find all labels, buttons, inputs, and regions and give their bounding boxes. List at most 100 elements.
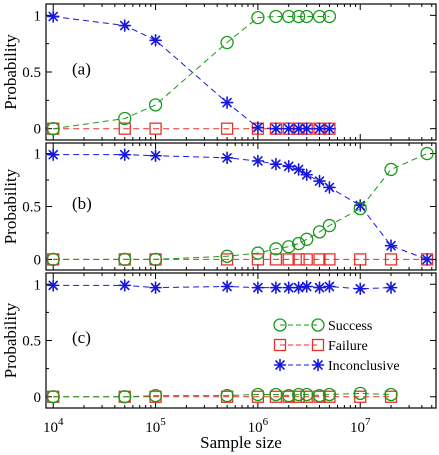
data-point [323,181,336,194]
series-success [46,9,337,136]
x-axis-title: Sample size [200,433,282,452]
data-point [269,122,283,135]
panel-a: 0 0.5 1 Probability (a) [1,3,437,141]
panel-tag: (c) [72,328,91,347]
data-point [118,252,132,267]
star-stroke [271,159,281,169]
data-point [269,242,283,256]
star-stroke [253,122,263,133]
y-tick-label: 1 [34,147,42,163]
data-point [300,9,314,24]
data-point [282,159,296,173]
data-point [118,390,132,404]
data-point [322,218,337,233]
star-stroke [283,161,294,172]
data-point [220,151,234,165]
data-point [353,201,367,216]
star-stroke [293,123,304,134]
data-point [251,154,265,168]
data-point [384,387,398,402]
data-point [251,253,265,266]
star-stroke [275,360,285,370]
series-line [53,392,392,398]
star-stroke [253,156,263,166]
star-stroke [150,150,161,161]
star-stroke [301,123,312,134]
legend-marker [273,358,287,372]
data-point [251,387,265,402]
y-tick-label: 0 [34,252,42,268]
y-tick-label: 0 [34,122,42,138]
data-point [149,281,162,294]
star-stroke [313,360,323,370]
data-point [384,162,398,177]
star-stroke [386,282,396,293]
star-stroke [293,282,304,293]
x-tick-label: 104 [43,416,64,436]
star-stroke [355,283,366,294]
data-point [46,279,60,292]
series-line [53,16,330,130]
data-point [384,281,398,294]
legend-label: Inconclusive [328,359,400,374]
star-stroke [301,169,312,180]
star-stroke [324,123,335,134]
x-tick-label: 105 [145,416,166,436]
data-point [251,10,265,25]
data-point [149,122,162,135]
series-line [53,16,330,130]
panel-b: 0 0.5 1 Probability (b) [1,142,437,271]
star-stroke [222,97,232,108]
y-tick-label: 1 [34,8,42,24]
data-point [269,253,283,266]
data-point [420,146,434,161]
y-axis-title: Probability [1,168,20,244]
star-stroke [119,149,130,160]
series-line [53,153,428,260]
data-point [251,246,265,260]
panel-c: 0 0.5 1 Probability (c) [1,272,437,409]
data-point [300,253,313,266]
y-tick-label: 1 [34,277,42,293]
panel-frame [45,142,437,271]
star-stroke [150,282,161,293]
star-stroke [314,282,325,293]
star-stroke [271,282,281,293]
data-point [322,9,337,24]
data-point [118,19,132,32]
data-point [323,122,336,135]
y-tick-label: 0.5 [22,65,41,81]
series-line [53,154,428,260]
star-stroke [222,281,232,292]
y-tick-label: 0 [34,390,42,406]
star-stroke [48,149,59,160]
data-point [269,157,283,171]
legend-label: Success [328,319,372,334]
data-point [149,149,162,162]
data-point [384,253,398,266]
star-stroke [314,176,325,186]
data-point [300,387,314,402]
legend-marker [273,318,287,332]
data-point [118,111,132,126]
star-stroke [222,153,232,163]
data-point [46,122,60,136]
star-stroke [301,281,312,292]
data-point [282,388,296,403]
data-point [322,387,337,402]
star-stroke [283,282,294,293]
series-inconclusive [46,148,434,266]
data-point [353,282,367,296]
x-tick-label: 107 [350,416,371,436]
data-point [353,199,367,212]
y-tick-label: 0.5 [22,200,41,216]
star-stroke [119,280,130,291]
star-stroke [48,280,59,291]
x-tick-label: 106 [248,416,269,436]
star-stroke [150,35,161,46]
data-point [220,249,234,263]
y-axis-title: Probability [1,302,20,378]
data-point [313,281,326,294]
y-axis-title: Probability [1,34,20,110]
